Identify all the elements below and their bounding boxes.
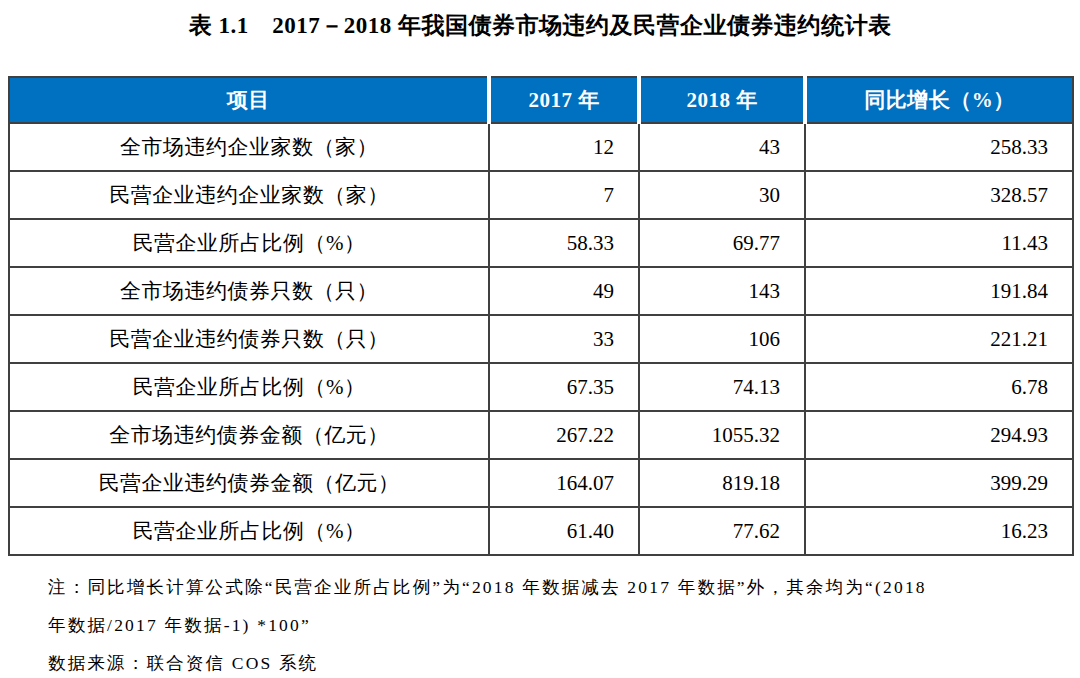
column-header-growth: 同比增长（%） <box>805 77 1073 123</box>
statistics-table: 项目 2017 年 2018 年 同比增长（%） 全市场违约企业家数（家） 12… <box>8 76 1074 556</box>
row-label: 民营企业所占比例（%） <box>9 219 489 267</box>
value-2018: 77.62 <box>639 507 805 555</box>
table-row: 民营企业所占比例（%） 61.40 77.62 16.23 <box>9 507 1073 555</box>
row-label: 全市场违约企业家数（家） <box>9 123 489 171</box>
value-2017: 12 <box>489 123 639 171</box>
value-growth-pct: 294.93 <box>805 411 1073 459</box>
value-2018: 143 <box>639 267 805 315</box>
column-header-item: 项目 <box>9 77 489 123</box>
value-2018: 43 <box>639 123 805 171</box>
table-row: 民营企业违约债券金额（亿元） 164.07 819.18 399.29 <box>9 459 1073 507</box>
table-row: 民营企业违约债券只数（只） 33 106 221.21 <box>9 315 1073 363</box>
value-2017: 67.35 <box>489 363 639 411</box>
value-2017: 61.40 <box>489 507 639 555</box>
table-title: 表 1.1 2017－2018 年我国债券市场违约及民营企业债券违约统计表 <box>0 10 1080 41</box>
value-growth-pct: 221.21 <box>805 315 1073 363</box>
value-growth-pct: 191.84 <box>805 267 1073 315</box>
value-2018: 30 <box>639 171 805 219</box>
value-2017: 267.22 <box>489 411 639 459</box>
data-source: 数据来源：联合资信 COS 系统 <box>48 644 1050 678</box>
value-growth-pct: 6.78 <box>805 363 1073 411</box>
row-label: 民营企业违约债券金额（亿元） <box>9 459 489 507</box>
value-2018: 1055.32 <box>639 411 805 459</box>
value-growth-pct: 11.43 <box>805 219 1073 267</box>
column-header-2018: 2018 年 <box>639 77 805 123</box>
table-body: 全市场违约企业家数（家） 12 43 258.33 民营企业违约企业家数（家） … <box>9 123 1073 555</box>
value-2017: 58.33 <box>489 219 639 267</box>
value-growth-pct: 399.29 <box>805 459 1073 507</box>
value-2017: 7 <box>489 171 639 219</box>
value-2018: 69.77 <box>639 219 805 267</box>
table-row: 全市场违约债券只数（只） 49 143 191.84 <box>9 267 1073 315</box>
document-page: 表 1.1 2017－2018 年我国债券市场违约及民营企业债券违约统计表 项目… <box>0 0 1080 678</box>
value-growth-pct: 16.23 <box>805 507 1073 555</box>
row-label: 民营企业违约企业家数（家） <box>9 171 489 219</box>
row-label: 全市场违约债券只数（只） <box>9 267 489 315</box>
value-2017: 33 <box>489 315 639 363</box>
value-2017: 164.07 <box>489 459 639 507</box>
footnotes: 注：同比增长计算公式除“民营企业所占比例”为“2018 年数据减去 2017 年… <box>48 568 1050 678</box>
row-label: 民营企业违约债券只数（只） <box>9 315 489 363</box>
value-2018: 106 <box>639 315 805 363</box>
table-row: 全市场违约企业家数（家） 12 43 258.33 <box>9 123 1073 171</box>
note-line-1: 注：同比增长计算公式除“民营企业所占比例”为“2018 年数据减去 2017 年… <box>48 568 1050 606</box>
row-label: 民营企业所占比例（%） <box>9 507 489 555</box>
table-header: 项目 2017 年 2018 年 同比增长（%） <box>9 77 1073 123</box>
value-2018: 74.13 <box>639 363 805 411</box>
note-line-2: 年数据/2017 年数据-1) *100” <box>48 606 1050 644</box>
value-growth-pct: 258.33 <box>805 123 1073 171</box>
table-row: 全市场违约债券金额（亿元） 267.22 1055.32 294.93 <box>9 411 1073 459</box>
value-2017: 49 <box>489 267 639 315</box>
table-row: 民营企业所占比例（%） 67.35 74.13 6.78 <box>9 363 1073 411</box>
row-label: 全市场违约债券金额（亿元） <box>9 411 489 459</box>
value-growth-pct: 328.57 <box>805 171 1073 219</box>
table-row: 民营企业违约企业家数（家） 7 30 328.57 <box>9 171 1073 219</box>
row-label: 民营企业所占比例（%） <box>9 363 489 411</box>
header-row: 项目 2017 年 2018 年 同比增长（%） <box>9 77 1073 123</box>
value-2018: 819.18 <box>639 459 805 507</box>
column-header-2017: 2017 年 <box>489 77 639 123</box>
table-row: 民营企业所占比例（%） 58.33 69.77 11.43 <box>9 219 1073 267</box>
